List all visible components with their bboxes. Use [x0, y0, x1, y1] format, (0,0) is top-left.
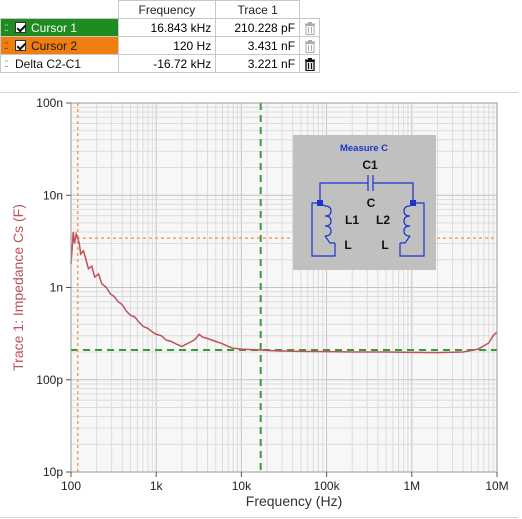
y-tick-label: 10p [43, 465, 63, 479]
cursor1-trace: 210.228 pF [215, 18, 301, 37]
delta-frequency: -16.72 kHz [117, 54, 217, 73]
y-tick-label: 100n [36, 96, 63, 110]
cursor-table: Frequency Trace 1 ⁚⁚ Cursor 1 16.843 kHz… [0, 0, 320, 73]
trace-column-header[interactable]: Trace 1 [215, 0, 301, 19]
inset-label-c1: C1 [362, 158, 378, 172]
cursor2-delete-button[interactable] [299, 36, 320, 55]
x-tick-label: 1M [403, 479, 420, 493]
grid [70, 103, 497, 473]
grip-icon[interactable]: ⁚⁚ [4, 40, 9, 51]
name-column-header [0, 0, 119, 19]
grip-icon[interactable]: ⁚⁚ [4, 58, 9, 69]
x-tick-label: 10M [485, 479, 508, 493]
cursor2-name: Cursor 2 [31, 38, 78, 53]
x-tick-label: 100k [314, 479, 341, 493]
cursor1-name: Cursor 1 [31, 20, 78, 35]
measure-c-inset: Measure C C1 C L1 L2 L L [293, 135, 436, 270]
inset-label-c: C [367, 196, 376, 210]
table-row[interactable]: ⁚⁚ Delta C2-C1 -16.72 kHz 3.221 nF [0, 54, 320, 73]
x-tick-label: 100 [61, 479, 81, 493]
trace-1-series-line [70, 231, 498, 354]
delta-delete-button[interactable] [299, 54, 320, 73]
table-header-row: Frequency Trace 1 [0, 0, 320, 19]
y-tick-label: 100p [36, 373, 63, 387]
cursor2-trace: 3.431 nF [215, 36, 301, 55]
x-tick-label: 1k [150, 479, 164, 493]
inset-label-l1: L1 [345, 213, 359, 227]
inset-label-l2: L2 [376, 213, 390, 227]
trash-icon[interactable] [304, 39, 316, 53]
delta-name-cell[interactable]: ⁚⁚ Delta C2-C1 [0, 54, 119, 73]
right-terminal [410, 200, 416, 206]
cursor1-frequency: 16.843 kHz [117, 18, 217, 37]
series-layer [70, 231, 498, 354]
delta-name: Delta C2-C1 [15, 56, 82, 71]
chart-panel[interactable]: 100 1k 10k 100k 1M 10M 100n 10n 1n 100p 10p Frequen… [0, 92, 518, 518]
action-column-header [299, 0, 320, 19]
y-tick-label: 1n [50, 281, 63, 295]
table-row[interactable]: ⁚⁚ Cursor 1 16.843 kHz 210.228 pF [0, 18, 320, 37]
inset-label-l-left: L [344, 238, 351, 252]
frequency-column-header[interactable]: Frequency [117, 0, 217, 19]
grip-icon[interactable]: ⁚⁚ [4, 22, 9, 33]
trash-icon[interactable] [304, 21, 316, 35]
x-tick-label: 10k [232, 479, 252, 493]
delta-trace: 3.221 nF [215, 54, 301, 73]
trash-icon[interactable] [304, 57, 316, 71]
axes: 100 1k 10k 100k 1M 10M 100n 10n 1n 100p 10p Frequen… [10, 96, 509, 509]
y-tick-label: 10n [43, 188, 63, 202]
checkbox-icon[interactable] [15, 22, 26, 33]
inset-title: Measure C [340, 143, 388, 154]
cursor2-frequency: 120 Hz [117, 36, 217, 55]
cursor1-name-cell[interactable]: ⁚⁚ Cursor 1 [0, 18, 119, 37]
left-terminal [317, 200, 323, 206]
checkbox-icon[interactable] [15, 40, 26, 51]
cursor2-name-cell[interactable]: ⁚⁚ Cursor 2 [0, 36, 119, 55]
cursor1-delete-button[interactable] [299, 18, 320, 37]
impedance-chart[interactable]: 100 1k 10k 100k 1M 10M 100n 10n 1n 100p 10p Frequen… [0, 93, 518, 517]
x-axis-label: Frequency (Hz) [246, 493, 342, 509]
y-axis-label: Trace 1: Impedance Cs (F) [10, 204, 26, 371]
inset-label-l-right: L [381, 238, 388, 252]
table-row[interactable]: ⁚⁚ Cursor 2 120 Hz 3.431 nF [0, 36, 320, 55]
